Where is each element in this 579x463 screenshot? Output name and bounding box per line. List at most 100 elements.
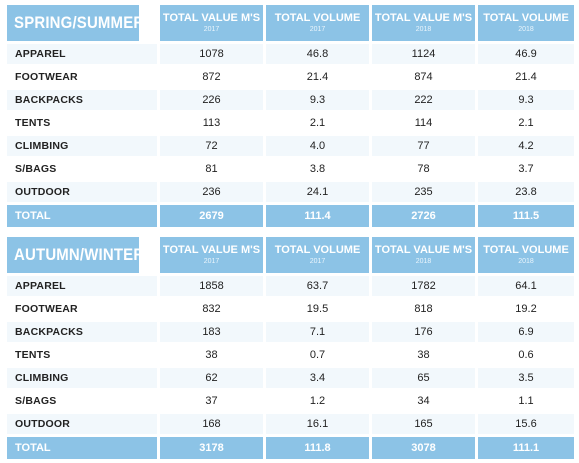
total-volume-2018: 111.5 [478,205,574,227]
volume-2017: 3.8 [266,159,369,179]
header-year: 2018 [415,26,432,33]
header-year: 2017 [309,26,326,33]
season-title: AUTUMN/WINTER [7,237,144,273]
value-2018: 38 [372,345,475,365]
total-value-2018: 3078 [372,437,475,459]
header-year: 2017 [203,26,220,33]
total-volume-2017: 111.8 [266,437,369,459]
total-volume-2018: 111.1 [478,437,574,459]
spring-summer-table: SPRING/SUMMER TOTAL VALUE M'S 2017 TOTAL… [4,2,577,230]
total-label: TOTAL [7,205,157,227]
volume-2018: 64.1 [478,276,574,296]
value-2017: 113 [160,113,263,133]
value-2018: 874 [372,67,475,87]
volume-2017: 1.2 [266,391,369,411]
row-label: APPAREL [7,276,157,296]
volume-2017: 3.4 [266,368,369,388]
total-value-2017: 3178 [160,437,263,459]
value-2017: 832 [160,299,263,319]
value-2018: 78 [372,159,475,179]
total-row: TOTAL 3178 111.8 3078 111.1 [7,437,574,459]
row-label: APPAREL [7,44,157,64]
table-row: BACKPACKS 183 7.1 176 6.9 [7,322,574,342]
volume-2017: 19.5 [266,299,369,319]
row-label: CLIMBING [7,136,157,156]
row-label: BACKPACKS [7,322,157,342]
table-row: FOOTWEAR 832 19.5 818 19.2 [7,299,574,319]
table-row: CLIMBING 62 3.4 65 3.5 [7,368,574,388]
table-row: APPAREL 1078 46.8 1124 46.9 [7,44,574,64]
volume-2018: 23.8 [478,182,574,202]
header-metric: TOTAL VOLUME [274,244,361,256]
value-2017: 872 [160,67,263,87]
table-row: OUTDOOR 236 24.1 235 23.8 [7,182,574,202]
value-2017: 168 [160,414,263,434]
value-2018: 77 [372,136,475,156]
header-volume-2018: TOTAL VOLUME 2018 [478,237,574,273]
volume-2017: 63.7 [266,276,369,296]
table-row: TENTS 113 2.1 114 2.1 [7,113,574,133]
header-metric: TOTAL VALUE M'S [162,12,261,24]
header-year: 2018 [518,26,534,33]
row-label: S/BAGS [7,391,157,411]
value-2017: 183 [160,322,263,342]
volume-2018: 1.1 [478,391,574,411]
value-2017: 81 [160,159,263,179]
value-2018: 1782 [372,276,475,296]
value-2017: 226 [160,90,263,110]
total-value-2017: 2679 [160,205,263,227]
volume-2018: 6.9 [478,322,574,342]
volume-2018: 4.2 [478,136,574,156]
volume-2018: 3.5 [478,368,574,388]
row-label: CLIMBING [7,368,157,388]
volume-2018: 15.6 [478,414,574,434]
value-2017: 236 [160,182,263,202]
header-metric: TOTAL VALUE M'S [374,244,473,256]
volume-2017: 46.8 [266,44,369,64]
volume-2017: 2.1 [266,113,369,133]
value-2017: 37 [160,391,263,411]
value-2017: 62 [160,368,263,388]
value-2018: 818 [372,299,475,319]
spring-summer-header-row: SPRING/SUMMER TOTAL VALUE M'S 2017 TOTAL… [7,5,574,41]
value-2018: 114 [372,113,475,133]
row-label: TENTS [7,113,157,133]
table-row: FOOTWEAR 872 21.4 874 21.4 [7,67,574,87]
header-metric: TOTAL VOLUME [483,12,569,24]
header-value-2017: TOTAL VALUE M'S 2017 [160,5,263,41]
row-label: S/BAGS [7,159,157,179]
total-value-2018: 2726 [372,205,475,227]
volume-2017: 24.1 [266,182,369,202]
table-row: CLIMBING 72 4.0 77 4.2 [7,136,574,156]
volume-2017: 0.7 [266,345,369,365]
volume-2017: 16.1 [266,414,369,434]
volume-2017: 21.4 [266,67,369,87]
volume-2017: 4.0 [266,136,369,156]
volume-2018: 3.7 [478,159,574,179]
header-volume-2018: TOTAL VOLUME 2018 [478,5,574,41]
volume-2018: 46.9 [478,44,574,64]
header-metric: TOTAL VOLUME [274,12,361,24]
volume-2017: 9.3 [266,90,369,110]
header-year: 2017 [309,258,326,265]
row-label: TENTS [7,345,157,365]
volume-2017: 7.1 [266,322,369,342]
header-volume-2017: TOTAL VOLUME 2017 [266,5,369,41]
autumn-winter-header-row: AUTUMN/WINTER TOTAL VALUE M'S 2017 TOTAL… [7,237,574,273]
table-row: S/BAGS 37 1.2 34 1.1 [7,391,574,411]
header-volume-2017: TOTAL VOLUME 2017 [266,237,369,273]
row-label: OUTDOOR [7,182,157,202]
value-2018: 1124 [372,44,475,64]
table-row: OUTDOOR 168 16.1 165 15.6 [7,414,574,434]
volume-2018: 9.3 [478,90,574,110]
table-row: S/BAGS 81 3.8 78 3.7 [7,159,574,179]
row-label: FOOTWEAR [7,299,157,319]
value-2018: 165 [372,414,475,434]
value-2017: 72 [160,136,263,156]
value-2017: 1858 [160,276,263,296]
header-year: 2017 [203,258,220,265]
row-label: OUTDOOR [7,414,157,434]
table-row: APPAREL 1858 63.7 1782 64.1 [7,276,574,296]
value-2018: 65 [372,368,475,388]
volume-2018: 0.6 [478,345,574,365]
